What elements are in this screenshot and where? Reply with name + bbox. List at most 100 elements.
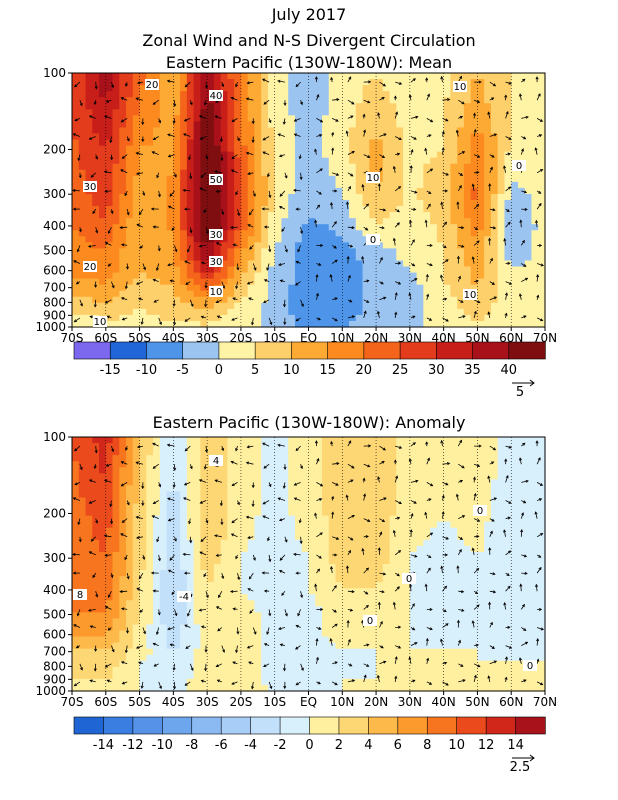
field-cell <box>430 145 438 153</box>
field-cell <box>531 236 539 243</box>
field-cell <box>240 133 249 141</box>
field-cell <box>457 109 465 116</box>
field-cell <box>254 248 262 256</box>
wind-vector-head <box>235 192 239 196</box>
colorbar-swatch <box>218 341 256 360</box>
wind-vector <box>111 81 114 88</box>
field-cell <box>524 109 533 116</box>
field-cell <box>484 193 492 201</box>
field-cell <box>294 266 303 274</box>
field-cell <box>193 582 201 589</box>
field-cell <box>234 545 242 553</box>
field-cell <box>403 139 411 147</box>
field-cell <box>180 479 188 486</box>
wind-vector-head <box>477 300 481 304</box>
field-cell <box>463 121 472 129</box>
field-cell <box>173 284 181 292</box>
field-cell <box>261 254 269 262</box>
field-cell <box>173 497 181 505</box>
field-cell <box>72 449 80 456</box>
field-cell <box>308 320 316 328</box>
field-cell <box>416 151 424 159</box>
field-cell <box>490 145 499 153</box>
field-cell <box>193 236 201 243</box>
field-cell <box>484 224 492 231</box>
field-cell <box>436 296 445 304</box>
field-cell <box>173 278 181 286</box>
field-cell <box>450 109 458 116</box>
field-cell <box>139 193 147 201</box>
field-cell <box>85 485 93 493</box>
field-cell <box>436 187 445 195</box>
field-cell <box>511 212 519 219</box>
field-cell <box>173 103 181 110</box>
field-cell <box>180 527 188 535</box>
field-cell <box>180 600 188 607</box>
field-cell <box>105 533 114 541</box>
field-cell <box>315 260 323 268</box>
field-cell <box>227 654 235 662</box>
wind-vector-head <box>412 315 416 319</box>
contour-label: 10 <box>454 82 467 93</box>
field-cell <box>159 612 168 620</box>
field-cell <box>281 284 289 292</box>
field-cell <box>328 139 337 147</box>
field-cell <box>220 582 229 589</box>
field-cell <box>200 248 208 256</box>
field-cell <box>261 236 269 243</box>
field-cell <box>342 254 350 262</box>
field-cell <box>220 320 229 328</box>
wind-vector-head <box>248 212 252 216</box>
field-cell <box>234 230 242 237</box>
field-cell <box>166 242 174 249</box>
field-cell <box>443 193 451 201</box>
field-cell <box>430 91 438 98</box>
field-cell <box>85 97 93 104</box>
wind-vector-head <box>334 297 338 301</box>
field-cell <box>234 193 242 201</box>
field-cell <box>254 236 262 243</box>
field-cell <box>132 230 141 237</box>
wind-vector <box>520 220 522 228</box>
field-cell <box>193 588 201 595</box>
y-tick-label: 900 <box>43 308 66 322</box>
field-cell <box>173 503 181 511</box>
colorbar-swatch <box>363 341 401 360</box>
field-cell <box>240 218 249 225</box>
field-cell <box>180 200 188 207</box>
field-cell <box>85 642 93 650</box>
wind-vector-head <box>347 274 351 279</box>
field-cell <box>328 91 337 98</box>
field-cell <box>531 115 539 122</box>
field-cell <box>220 618 229 626</box>
field-cell <box>193 79 201 86</box>
field-cell <box>267 163 276 171</box>
field-cell <box>92 200 100 207</box>
field-cell <box>382 308 391 316</box>
field-cell <box>112 449 120 456</box>
field-cell <box>335 193 343 201</box>
field-cell <box>423 284 431 292</box>
field-cell <box>173 509 181 517</box>
wind-vector <box>277 80 285 83</box>
field-cell <box>342 272 350 280</box>
field-cell <box>288 73 296 80</box>
field-cell <box>517 103 526 110</box>
field-cell <box>504 200 512 207</box>
field-cell <box>355 296 364 304</box>
wind-vector-head <box>493 133 498 137</box>
field-cell <box>322 127 330 135</box>
field-cell <box>322 121 330 129</box>
field-cell <box>99 302 107 310</box>
field-cell <box>247 181 256 189</box>
field-cell <box>146 630 154 638</box>
field-cell <box>538 236 546 243</box>
field-cell <box>126 570 134 577</box>
field-cell <box>240 630 249 638</box>
field-cell <box>153 642 161 650</box>
field-cell <box>146 218 154 225</box>
wind-vector-head <box>184 260 188 264</box>
field-cell <box>85 121 93 129</box>
field-cell <box>166 624 174 632</box>
field-cell <box>119 127 127 135</box>
